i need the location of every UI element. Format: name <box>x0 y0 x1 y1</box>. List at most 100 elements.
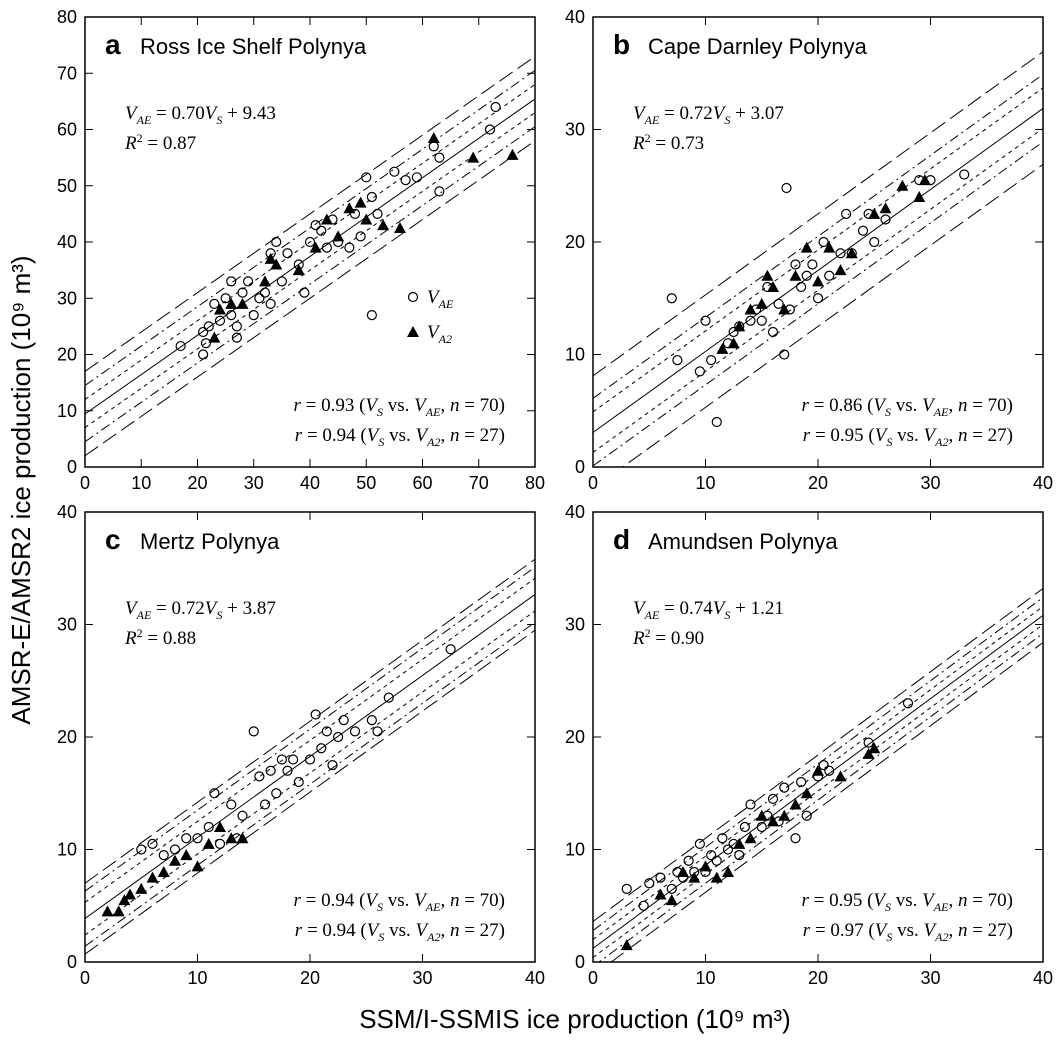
panel-letter: c <box>105 524 121 555</box>
point <box>292 264 305 276</box>
text-segment: = 70) <box>967 395 1013 416</box>
text-segment: R <box>124 628 137 649</box>
point <box>800 241 813 253</box>
point <box>862 747 875 759</box>
point <box>918 174 931 186</box>
point <box>834 770 847 782</box>
text-segment: r <box>803 425 811 446</box>
text-segment: = 70) <box>459 890 505 911</box>
text-segment: V <box>873 395 887 416</box>
stats: r = 0.97 (VS vs. VA2, n = 27) <box>803 920 1013 944</box>
point <box>254 771 265 782</box>
text-segment: S <box>378 435 384 449</box>
text-segment: = 0.72 <box>151 598 204 619</box>
stats: r = 0.95 (VS vs. VA2, n = 27) <box>803 425 1013 449</box>
text-segment: , <box>440 920 450 941</box>
text-segment: n <box>958 920 968 941</box>
point <box>225 297 238 309</box>
x-tick-label: 30 <box>412 968 432 988</box>
y-tick-label: 0 <box>575 952 585 972</box>
text-segment: S <box>724 113 730 127</box>
text-segment: , <box>440 395 450 416</box>
point <box>316 743 327 754</box>
point <box>180 849 193 861</box>
point <box>857 225 869 236</box>
text-segment: 2 <box>137 131 143 145</box>
text-segment: V <box>367 425 381 446</box>
text-segment: A2 <box>934 435 948 449</box>
point <box>677 866 689 877</box>
text-segment: = 0.94 ( <box>301 890 366 911</box>
stats: r = 0.94 (VS vs. VA2, n = 27) <box>295 425 505 449</box>
point <box>320 213 333 225</box>
text-segment: = 27) <box>459 425 505 446</box>
fit-line <box>593 624 1043 958</box>
r-squared: R2 = 0.88 <box>124 626 196 649</box>
text-segment: S <box>216 608 222 622</box>
point <box>868 742 881 754</box>
point <box>694 366 705 377</box>
text-segment: S <box>216 113 222 127</box>
point <box>733 837 746 849</box>
point <box>366 310 377 321</box>
point <box>778 809 791 821</box>
point <box>778 303 791 315</box>
point <box>879 202 892 214</box>
point <box>744 303 757 315</box>
text-segment: AE <box>644 608 660 622</box>
fit-line <box>85 98 535 415</box>
x-tick-label: 40 <box>300 473 320 493</box>
point <box>377 219 390 231</box>
fit-line <box>593 614 1043 949</box>
text-segment: n <box>958 395 968 416</box>
panel-title: Amundsen Polynya <box>648 529 838 554</box>
equation: VAE = 0.74VS + 1.21 <box>633 598 784 622</box>
point <box>796 776 807 788</box>
text-segment: V <box>414 395 428 416</box>
point <box>203 821 214 833</box>
fit-line <box>593 108 1043 433</box>
point <box>321 242 332 253</box>
point <box>259 799 271 810</box>
point <box>745 799 756 810</box>
panel-letter: d <box>613 524 630 555</box>
text-segment: r <box>295 425 303 446</box>
point <box>136 844 147 855</box>
x-tick-label: 30 <box>244 473 264 493</box>
point <box>344 242 355 253</box>
x-tick-label: 0 <box>80 473 90 493</box>
text-segment: r <box>803 920 811 941</box>
x-tick-label: 20 <box>808 473 828 493</box>
y-tick-label: 40 <box>565 502 585 522</box>
point <box>761 269 774 281</box>
point <box>841 208 852 219</box>
r-squared: R2 = 0.90 <box>632 626 704 649</box>
stats: r = 0.95 (VS vs. VAE, n = 70) <box>801 890 1013 914</box>
text-segment: = 27) <box>967 425 1013 446</box>
panel-letter: a <box>105 29 121 60</box>
point <box>265 298 276 309</box>
fit-line <box>85 70 535 386</box>
y-tick-label: 20 <box>565 232 585 252</box>
x-tick-label: 30 <box>920 968 940 988</box>
point <box>824 765 835 776</box>
text-segment: n <box>958 425 968 446</box>
text-segment: vs. <box>384 920 415 941</box>
point <box>372 726 383 737</box>
point <box>796 281 807 293</box>
y-tick-label: 30 <box>565 120 585 140</box>
legend-label: VAE <box>427 287 454 311</box>
point <box>789 798 802 810</box>
x-tick-label: 10 <box>187 968 207 988</box>
point <box>214 303 226 315</box>
point <box>175 340 186 352</box>
text-segment: = 0.95 ( <box>810 425 875 446</box>
point <box>818 760 829 771</box>
text-segment: n <box>450 395 460 416</box>
fit-line <box>85 577 535 903</box>
fit-line <box>85 629 535 955</box>
fit-line <box>85 558 535 884</box>
x-tick-label: 10 <box>695 968 715 988</box>
text-segment: AE <box>438 297 454 311</box>
text-segment: n <box>450 920 460 941</box>
